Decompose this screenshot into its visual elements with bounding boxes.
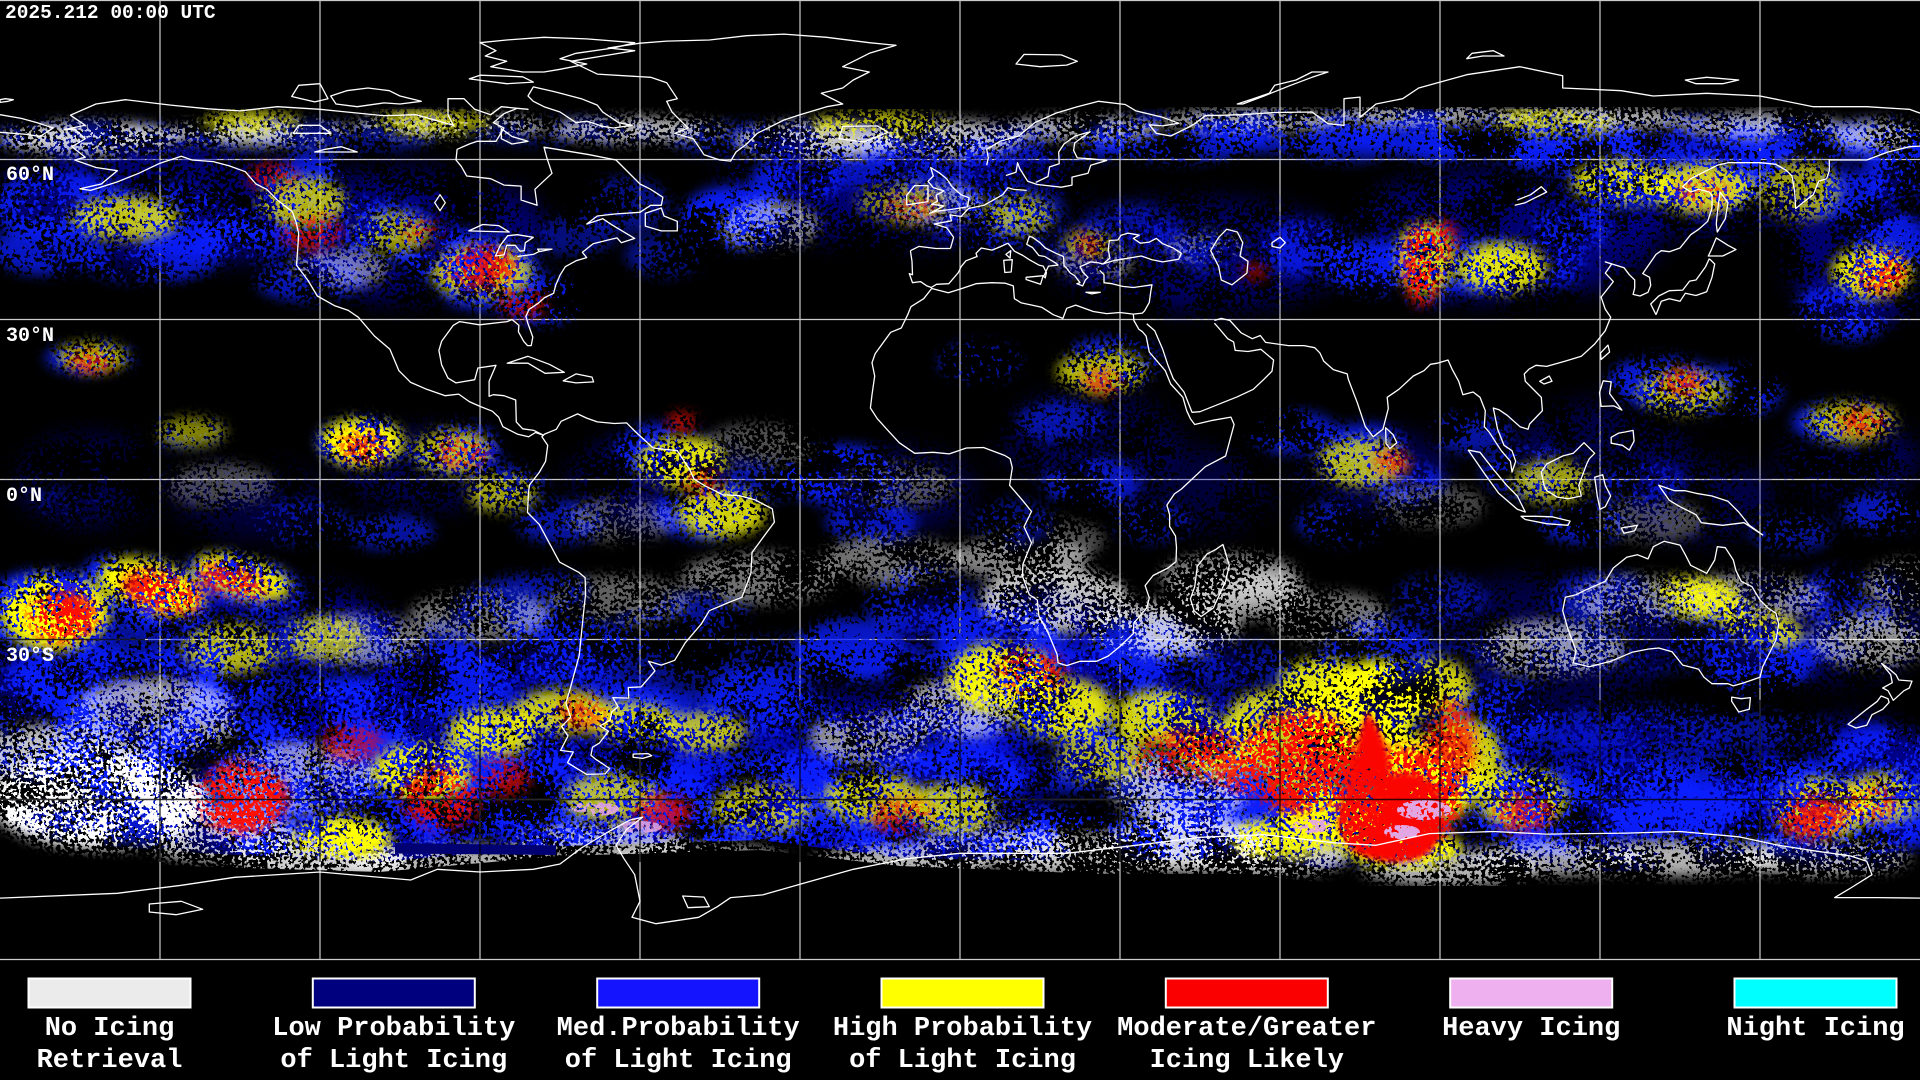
svg-text:No Icing: No Icing — [45, 1014, 175, 1044]
svg-text:Heavy Icing: Heavy Icing — [1442, 1014, 1620, 1044]
svg-text:30°S: 30°S — [6, 645, 54, 668]
svg-text:of Light Icing: of Light Icing — [849, 1046, 1076, 1076]
svg-text:Moderate/Greater: Moderate/Greater — [1117, 1014, 1376, 1044]
svg-text:60°N: 60°N — [6, 164, 54, 187]
svg-text:Retrieval: Retrieval — [37, 1046, 183, 1076]
svg-text:0°N: 0°N — [6, 485, 42, 508]
svg-text:30°N: 30°N — [6, 325, 54, 348]
svg-text:Low Probability: Low Probability — [272, 1014, 515, 1044]
svg-text:2025.212 00:00 UTC: 2025.212 00:00 UTC — [5, 2, 216, 24]
svg-text:60°S: 60°S — [6, 805, 54, 828]
svg-text:of Light Icing: of Light Icing — [565, 1046, 792, 1076]
svg-text:Night Icing: Night Icing — [1726, 1014, 1904, 1044]
svg-text:Med.Probability: Med.Probability — [557, 1014, 800, 1044]
svg-text:Icing Likely: Icing Likely — [1150, 1046, 1344, 1076]
svg-text:of Light Icing: of Light Icing — [280, 1046, 507, 1076]
svg-text:High Probability: High Probability — [833, 1014, 1092, 1044]
